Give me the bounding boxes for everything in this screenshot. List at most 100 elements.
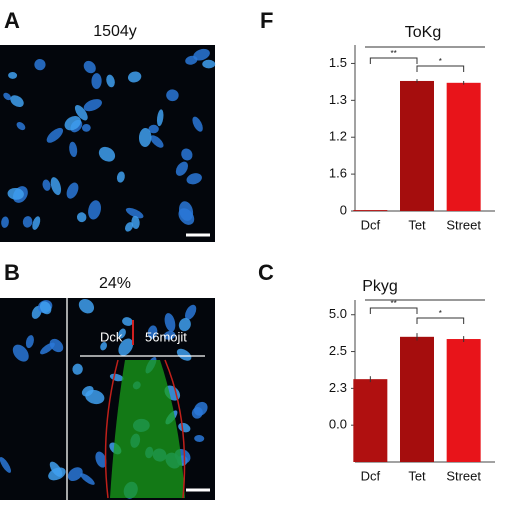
x-tick-label: Dcf [361,468,381,483]
significance: * [439,57,442,66]
outline [104,359,186,499]
bar [353,379,388,462]
cell [12,344,29,362]
panel-letter: A [4,8,20,33]
y-tick-label: 2.3 [329,380,347,395]
cell [100,342,107,351]
bar [353,210,388,211]
cell [50,177,62,196]
cell [25,335,34,349]
cell [181,148,193,161]
cell [138,127,152,148]
y-tick-label: 1.6 [329,166,347,181]
cell [22,216,33,228]
y-tick-label: 0 [340,202,347,217]
cell [156,109,164,127]
cell [192,116,203,132]
y-tick-label: 1.2 [329,129,347,144]
cell [122,317,133,326]
cell [148,124,159,134]
cell [175,161,188,176]
cell [83,99,102,112]
cell [10,95,24,108]
y-tick-label: 5.0 [329,306,347,321]
cell [118,328,126,339]
cell [124,222,134,232]
cell [66,182,79,199]
cell [7,187,24,200]
green-region [110,360,185,498]
cell [178,208,195,225]
cell [125,207,144,219]
x-tick-label: Street [446,468,481,483]
cell [76,212,87,223]
cell [34,58,46,71]
cell [72,363,83,375]
bar [400,80,434,211]
panel-letter: B [4,260,20,285]
cell [49,338,64,353]
cell [95,451,107,468]
cell [98,146,116,162]
cell [106,74,115,88]
cell [1,216,9,228]
cell [81,123,91,132]
bar [446,82,481,211]
y-tick-label: 0.0 [329,417,347,432]
panel-letter: F [260,8,273,33]
cell [39,301,52,315]
cell [8,71,18,79]
cell [3,92,12,101]
significance: ** [391,49,397,58]
bar [400,336,434,462]
image-label: 56mojit [145,329,187,344]
cell [85,389,105,405]
cell [32,216,41,230]
cell [0,457,11,473]
cell [164,313,176,332]
x-tick-label: Tet [408,217,426,232]
cell [178,318,191,332]
cell [83,60,96,74]
cell [186,173,202,185]
x-tick-label: Street [446,217,481,232]
cell [150,135,164,148]
cell [116,171,125,183]
y-tick-label: 1.3 [329,92,347,107]
panel-title: 1504y [93,23,137,40]
cell [147,325,158,339]
cell [80,473,95,485]
cell [176,348,192,361]
cell [40,342,55,355]
bracket [416,317,465,324]
cell [67,467,83,482]
cell [178,422,191,433]
cell [202,59,216,69]
bracket [369,307,418,314]
cell [16,122,26,131]
cell [49,461,63,477]
cell [69,141,78,158]
cell [163,330,176,340]
cell [131,215,140,230]
chart-title: Pkyg [362,278,398,295]
image-label: Dck [100,329,123,344]
panel-letter: C [258,260,274,285]
cell [194,434,205,442]
cell [64,115,81,131]
cell [166,89,179,102]
cell [78,298,95,314]
bar [446,339,481,462]
cell [185,55,198,65]
cell [46,127,64,143]
significance: * [439,309,442,318]
cell [42,179,51,191]
cell [184,304,197,320]
cell [91,73,102,90]
cell [88,200,101,220]
bracket [416,65,465,72]
significance: ** [391,299,397,308]
cell [118,338,134,356]
